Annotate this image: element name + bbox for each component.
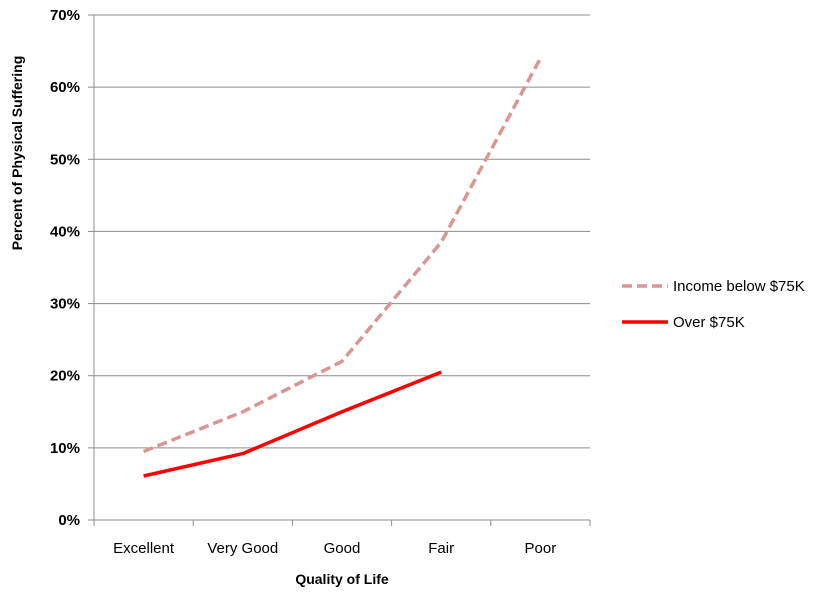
series-line-1 xyxy=(144,58,541,451)
series-line-2 xyxy=(144,372,442,476)
y-tick-label: 40% xyxy=(50,223,80,240)
y-tick-label: 20% xyxy=(50,368,80,385)
series-lines xyxy=(144,58,541,476)
x-axis-title: Quality of Life xyxy=(295,571,389,587)
x-tick-label: Good xyxy=(324,540,361,557)
y-axis-title: Percent of Physical Suffering xyxy=(9,56,25,251)
y-tick-label: 0% xyxy=(58,512,80,529)
y-tick-label: 30% xyxy=(50,296,80,313)
y-tick-label: 60% xyxy=(50,79,80,96)
x-tick-label: Excellent xyxy=(113,540,175,557)
x-tick-label: Fair xyxy=(428,540,454,557)
axis-labels: Percent of Physical Suffering Quality of… xyxy=(9,56,389,587)
x-tick-label: Very Good xyxy=(207,540,278,557)
y-tick-label: 50% xyxy=(50,151,80,168)
gridlines xyxy=(94,15,590,448)
legend-label: Income below $75K xyxy=(673,278,805,295)
x-tick-label: Poor xyxy=(525,540,557,557)
legend-label: Over $75K xyxy=(673,314,745,331)
y-tick-label: 10% xyxy=(50,440,80,457)
y-tick-label: 70% xyxy=(50,7,80,24)
axes: 0% 10% 20% 30% 40% 50% 60% 70% Excellent Very Goo… xyxy=(50,7,590,557)
legend: Income below $75K Over $75K xyxy=(622,278,805,331)
